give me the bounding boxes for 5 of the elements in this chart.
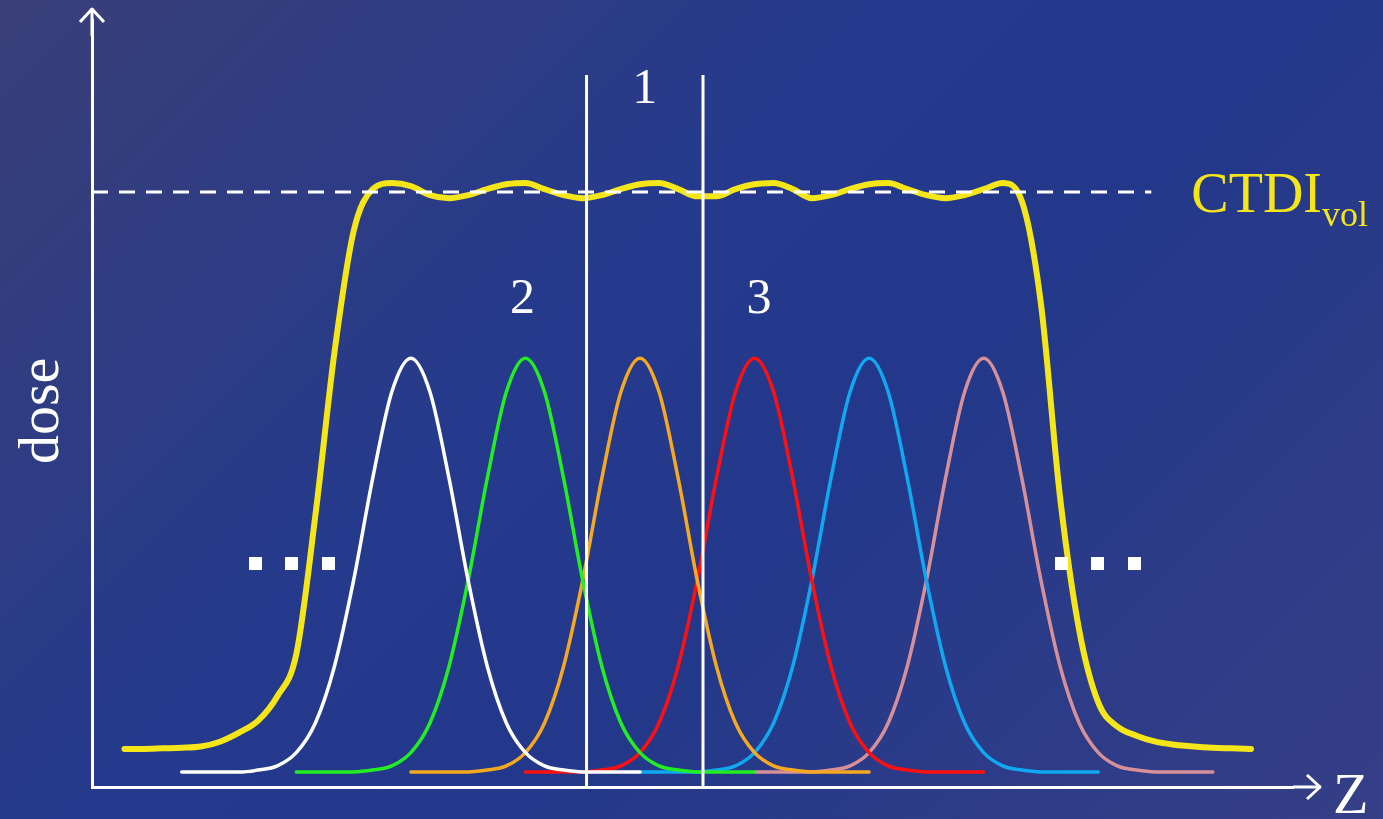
annotation: 3: [746, 268, 772, 325]
text: 1: [632, 58, 658, 115]
y-axis-title: dose: [6, 357, 71, 464]
annotation: 2: [509, 268, 535, 325]
x-axis-title: Z: [1333, 761, 1369, 819]
